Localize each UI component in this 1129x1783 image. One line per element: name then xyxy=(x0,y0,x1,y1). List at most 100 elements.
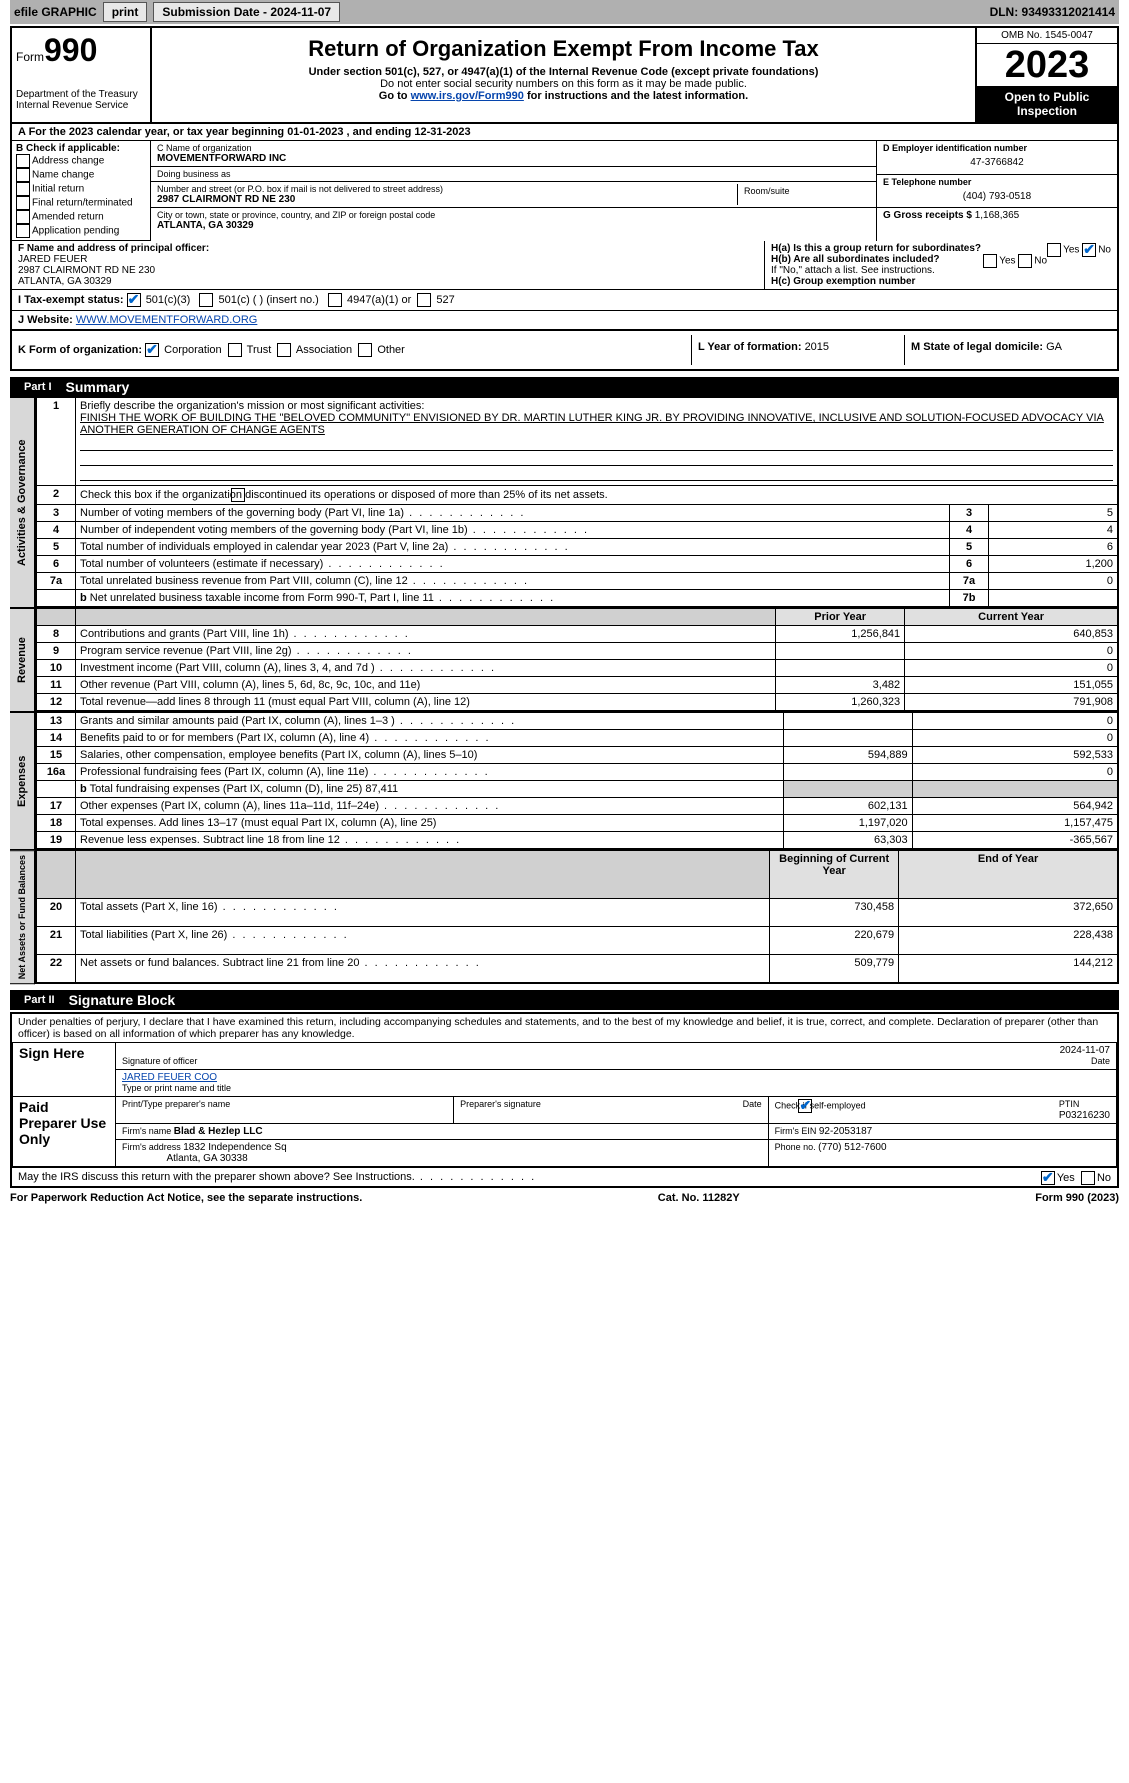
line7a-num: 7a xyxy=(36,573,76,590)
k-assoc-check[interactable] xyxy=(277,343,291,357)
check-initial-return[interactable] xyxy=(16,182,30,196)
m-label: M State of legal domicile: xyxy=(911,341,1046,353)
check-app-pending[interactable] xyxy=(16,224,30,238)
line5: Total number of individuals employed in … xyxy=(76,539,950,556)
l7b-n: 7b xyxy=(950,590,989,608)
firm-addr-cell: Firm's address 1832 Independence Sq Atla… xyxy=(116,1140,769,1167)
hb-yes: Yes xyxy=(999,256,1015,267)
form-number: 990 xyxy=(44,32,97,68)
l20-text: Total assets (Part X, line 16) xyxy=(80,901,339,913)
l9-curr: 0 xyxy=(905,643,1118,660)
line8-num: 8 xyxy=(36,626,76,643)
officer-addr2: ATLANTA, GA 30329 xyxy=(18,276,112,287)
box-c: C Name of organization MOVEMENTFORWARD I… xyxy=(151,141,877,241)
k-corp-check[interactable] xyxy=(145,343,159,357)
l19-text: Revenue less expenses. Subtract line 18 … xyxy=(80,834,461,846)
form-prefix: Form xyxy=(16,50,44,64)
check-amended[interactable] xyxy=(16,210,30,224)
k-trust-check[interactable] xyxy=(228,343,242,357)
hb-no: No xyxy=(1034,256,1047,267)
self-employed-check[interactable] xyxy=(798,1099,812,1113)
line9-num: 9 xyxy=(36,643,76,660)
line12-num: 12 xyxy=(36,694,76,712)
l18-prior: 1,197,020 xyxy=(783,815,912,832)
line8: Contributions and grants (Part VIII, lin… xyxy=(76,626,776,643)
website-link[interactable]: WWW.MOVEMENTFORWARD.ORG xyxy=(76,314,257,326)
form-header: Form990 Department of the Treasury Inter… xyxy=(10,26,1119,124)
box-j: J Website: WWW.MOVEMENTFORWARD.ORG xyxy=(12,311,765,329)
ha-yes-check[interactable] xyxy=(1047,243,1061,257)
k-other-check[interactable] xyxy=(358,343,372,357)
i-501c3-check[interactable] xyxy=(127,293,141,307)
line12: Total revenue—add lines 8 through 11 (mu… xyxy=(76,694,776,712)
l4-val: 4 xyxy=(989,522,1119,539)
i-4947-check[interactable] xyxy=(328,293,342,307)
ha-no-check[interactable] xyxy=(1082,243,1096,257)
check-final-return[interactable] xyxy=(16,196,30,210)
opt-name-change: Name change xyxy=(32,170,94,181)
firm-addr-label: Firm's address xyxy=(122,1142,183,1152)
form-footer: Form 990 (2023) xyxy=(1035,1192,1119,1204)
l17-text: Other expenses (Part IX, column (A), lin… xyxy=(80,800,500,812)
box-k-l-m: K Form of organization: Corporation Trus… xyxy=(10,331,1119,371)
firm-phone: (770) 512-7600 xyxy=(818,1142,886,1153)
sign-here-label: Sign Here xyxy=(13,1043,116,1097)
form-subtitle1: Under section 501(c), 527, or 4947(a)(1)… xyxy=(160,66,967,78)
l11-prior: 3,482 xyxy=(776,677,905,694)
l3-text: Number of voting members of the governin… xyxy=(80,507,525,519)
goto-pre: Go to xyxy=(379,90,411,102)
firm-ein-cell: Firm's EIN 92-2053187 xyxy=(768,1124,1116,1140)
l4-text: Number of independent voting members of … xyxy=(80,524,589,536)
l13-prior xyxy=(783,713,912,730)
i-527-check[interactable] xyxy=(417,293,431,307)
l2-check[interactable] xyxy=(231,488,245,502)
firm-name: Blad & Hezlep LLC xyxy=(174,1126,263,1137)
l10-prior xyxy=(776,660,905,677)
l17-curr: 564,942 xyxy=(912,798,1118,815)
line19-num: 19 xyxy=(36,832,76,850)
i-label: I Tax-exempt status: xyxy=(18,294,124,306)
line4-num: 4 xyxy=(36,522,76,539)
hb-yes-check[interactable] xyxy=(983,254,997,268)
pra-notice: For Paperwork Reduction Act Notice, see … xyxy=(10,1192,362,1204)
discuss-row: May the IRS discuss this return with the… xyxy=(12,1167,1117,1186)
print-button[interactable]: print xyxy=(103,2,148,22)
paid-preparer-label: Paid Preparer Use Only xyxy=(13,1097,116,1167)
line21-num: 21 xyxy=(36,926,76,954)
form-title: Return of Organization Exempt From Incom… xyxy=(160,36,967,62)
opt-app-pending: Application pending xyxy=(32,226,119,237)
hb-no-check[interactable] xyxy=(1018,254,1032,268)
l16b-curr xyxy=(912,781,1118,798)
instructions-link[interactable]: www.irs.gov/Form990 xyxy=(411,90,524,102)
l1-label: Briefly describe the organization's miss… xyxy=(80,400,424,412)
section-revenue: Revenue Prior YearCurrent Year 8Contribu… xyxy=(10,608,1119,712)
discuss-no: No xyxy=(1097,1172,1111,1184)
l11-curr: 151,055 xyxy=(905,677,1118,694)
i-501c-check[interactable] xyxy=(199,293,213,307)
l5-val: 6 xyxy=(989,539,1119,556)
open-to-public: Open to Public Inspection xyxy=(977,86,1117,122)
line7a: Total unrelated business revenue from Pa… xyxy=(76,573,950,590)
ptin-value: P03216230 xyxy=(1059,1110,1110,1121)
check-address-change[interactable] xyxy=(16,154,30,168)
prep-check-cell: Check if self-employed PTINP03216230 xyxy=(768,1097,1116,1124)
l21-prior: 220,679 xyxy=(770,926,899,954)
discuss-no-check[interactable] xyxy=(1081,1171,1095,1185)
omb-number: OMB No. 1545-0047 xyxy=(977,28,1117,44)
firm-ein: 92-2053187 xyxy=(819,1126,872,1137)
dba-label: Doing business as xyxy=(157,169,870,179)
box-f-h: F Name and address of principal officer:… xyxy=(10,241,1119,290)
l8-text: Contributions and grants (Part VIII, lin… xyxy=(80,628,410,640)
check-name-change[interactable] xyxy=(16,168,30,182)
dln-label: DLN: 93493312021414 xyxy=(990,5,1115,19)
line22-num: 22 xyxy=(36,954,76,983)
officer-name-link[interactable]: JARED FEUER COO xyxy=(122,1072,217,1083)
firm-ein-label: Firm's EIN xyxy=(775,1126,819,1136)
discuss-yes-check[interactable] xyxy=(1041,1171,1055,1185)
line3: Number of voting members of the governin… xyxy=(76,505,950,522)
org-name: MOVEMENTFORWARD INC xyxy=(157,153,870,164)
hc-label: H(c) Group exemption number xyxy=(771,276,915,287)
l-label: L Year of formation: xyxy=(698,341,805,353)
form-subtitle2: Do not enter social security numbers on … xyxy=(160,78,967,90)
ein-label: D Employer identification number xyxy=(883,143,1111,153)
